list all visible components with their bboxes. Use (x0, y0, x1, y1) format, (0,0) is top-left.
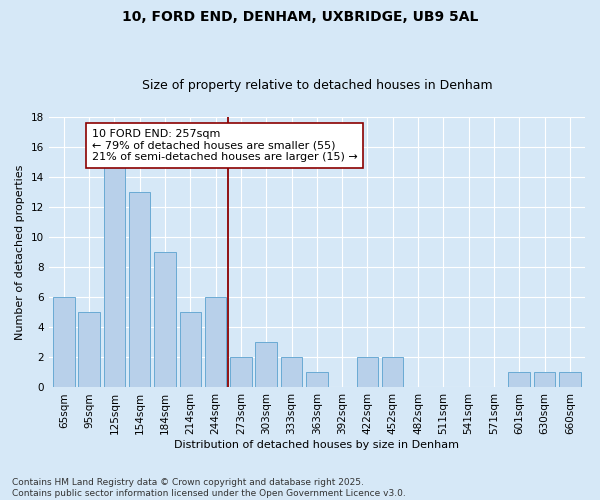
Y-axis label: Number of detached properties: Number of detached properties (15, 164, 25, 340)
Bar (534, 372, 555, 388)
Bar (205, 297, 226, 388)
Text: 10 FORD END: 257sqm
← 79% of detached houses are smaller (55)
21% of semi-detach: 10 FORD END: 257sqm ← 79% of detached ho… (92, 129, 358, 162)
Bar (104, 162, 125, 388)
Bar (79, 312, 100, 388)
Bar (53, 297, 74, 388)
X-axis label: Distribution of detached houses by size in Denham: Distribution of detached houses by size … (175, 440, 460, 450)
Bar (281, 358, 302, 388)
Text: Contains HM Land Registry data © Crown copyright and database right 2025.
Contai: Contains HM Land Registry data © Crown c… (12, 478, 406, 498)
Bar (256, 342, 277, 388)
Bar (129, 192, 151, 388)
Bar (179, 312, 201, 388)
Bar (559, 372, 581, 388)
Bar (306, 372, 328, 388)
Title: Size of property relative to detached houses in Denham: Size of property relative to detached ho… (142, 79, 492, 92)
Bar (382, 358, 403, 388)
Bar (356, 358, 378, 388)
Bar (230, 358, 251, 388)
Text: 10, FORD END, DENHAM, UXBRIDGE, UB9 5AL: 10, FORD END, DENHAM, UXBRIDGE, UB9 5AL (122, 10, 478, 24)
Bar (508, 372, 530, 388)
Bar (154, 252, 176, 388)
